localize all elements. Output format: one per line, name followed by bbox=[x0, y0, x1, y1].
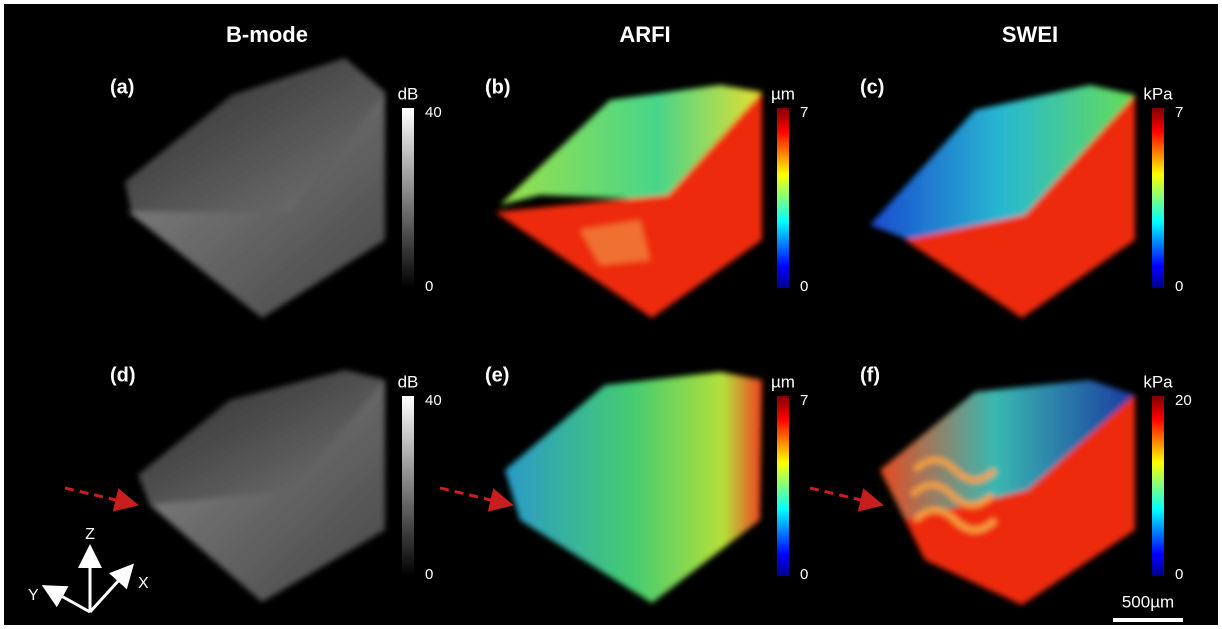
colorbar-unit: µm bbox=[771, 84, 795, 103]
colorbar-tick: 0 bbox=[1175, 278, 1183, 295]
colorbar bbox=[402, 108, 414, 288]
colorbar-tick: 7 bbox=[1175, 104, 1183, 121]
axis-label: X bbox=[138, 575, 149, 592]
panel-label: (a) bbox=[110, 76, 134, 98]
colorbar bbox=[1152, 108, 1164, 288]
axis-label: Z bbox=[85, 526, 95, 543]
column-title: SWEI bbox=[1002, 22, 1058, 47]
colorbar-unit: dB bbox=[398, 372, 419, 391]
panel-label: (b) bbox=[485, 76, 511, 98]
colorbar-unit: kPa bbox=[1143, 84, 1173, 103]
colorbar-unit: µm bbox=[771, 372, 795, 391]
panel-label: (f) bbox=[860, 364, 880, 386]
colorbar-tick: 0 bbox=[425, 566, 433, 583]
column-title: ARFI bbox=[619, 22, 670, 47]
panel-label: (d) bbox=[110, 364, 136, 386]
colorbar bbox=[777, 396, 789, 576]
colorbar-unit: kPa bbox=[1143, 372, 1173, 391]
colorbar bbox=[1152, 396, 1164, 576]
colorbar bbox=[402, 396, 414, 576]
colorbar-tick: 0 bbox=[1175, 566, 1183, 583]
colorbar-tick: 40 bbox=[425, 104, 442, 121]
panel-label: (c) bbox=[860, 76, 884, 98]
colorbar-tick: 40 bbox=[425, 392, 442, 409]
scale-bar-label: 500µm bbox=[1122, 592, 1174, 611]
colorbar-tick: 7 bbox=[800, 392, 808, 409]
colorbar-tick: 20 bbox=[1175, 392, 1192, 409]
figure: Z X Y 500µm B-mode ARFI SWEI (a) dB 40 0 (b) µm 7… bbox=[0, 0, 1222, 629]
colorbar bbox=[777, 108, 789, 288]
colorbar-tick: 0 bbox=[800, 278, 808, 295]
panel-label: (e) bbox=[485, 364, 509, 386]
colorbar-unit: dB bbox=[398, 84, 419, 103]
colorbar-tick: 0 bbox=[425, 278, 433, 295]
colorbar-tick: 0 bbox=[800, 566, 808, 583]
axis-label: Y bbox=[28, 587, 39, 604]
colorbar-tick: 7 bbox=[800, 104, 808, 121]
column-title: B-mode bbox=[226, 22, 308, 47]
